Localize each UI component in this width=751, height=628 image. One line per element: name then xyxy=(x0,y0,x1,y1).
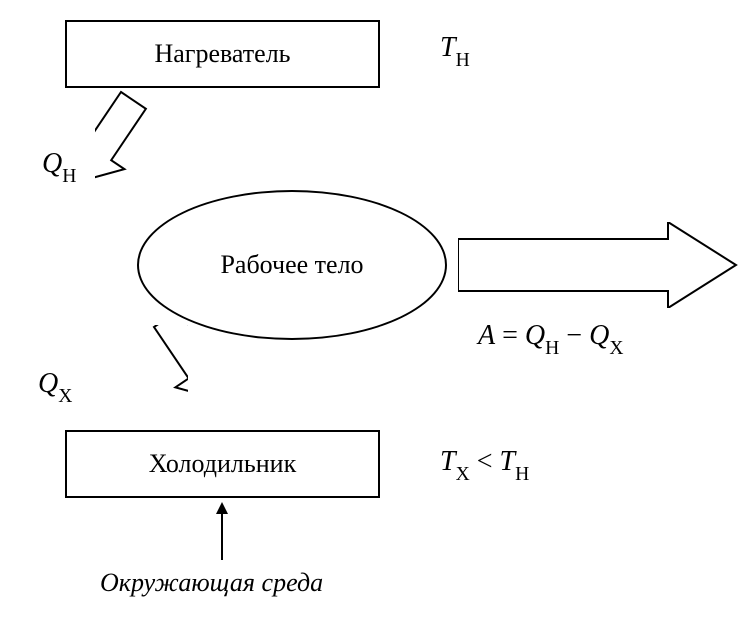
working-body-label: Рабочее тело xyxy=(220,250,363,280)
cooler-temp-label: TХ < TН xyxy=(440,446,529,483)
arrow-hot-to-body xyxy=(95,90,215,200)
arrow-env-to-cooler xyxy=(212,502,232,562)
q-hot-label: QН xyxy=(42,148,76,185)
work-formula-text: A = QН − QХ xyxy=(478,320,623,351)
heater-temp-text: TН xyxy=(440,32,470,63)
q-hot-text: QН xyxy=(42,148,76,179)
heater-box: Нагреватель xyxy=(65,20,380,88)
working-body-ellipse: Рабочее тело xyxy=(137,190,447,340)
cooler-label: Холодильник xyxy=(149,449,296,479)
cooler-box: Холодильник xyxy=(65,430,380,498)
arrow-body-to-cold xyxy=(68,325,188,435)
heater-label: Нагреватель xyxy=(154,39,290,69)
environment-label: Окружающая среда xyxy=(100,568,323,598)
arrow-work-output xyxy=(458,222,738,308)
q-cold-label: QХ xyxy=(38,368,72,405)
environment-text: Окружающая среда xyxy=(100,568,323,597)
q-cold-text: QХ xyxy=(38,368,72,399)
cooler-temp-text: TХ < TН xyxy=(440,446,529,477)
heater-temp-label: TН xyxy=(440,32,470,69)
work-formula-label: A = QН − QХ xyxy=(478,320,623,357)
